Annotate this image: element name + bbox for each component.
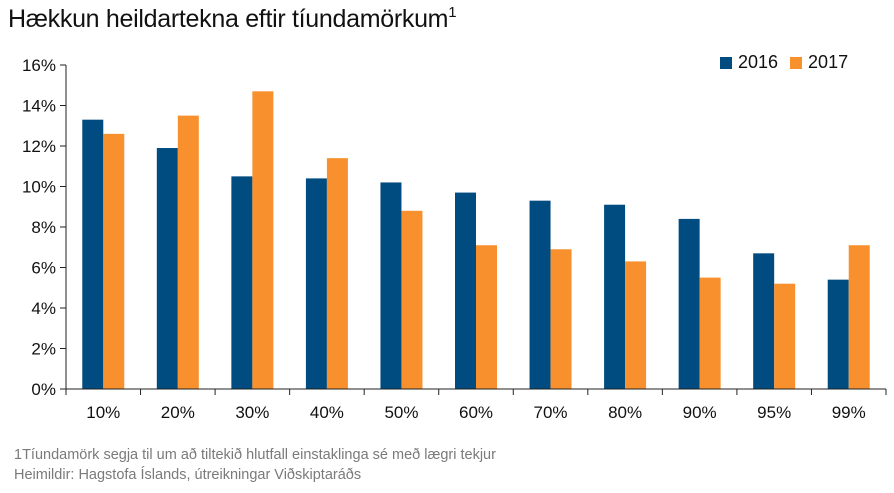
bar-2016-70pct xyxy=(529,200,551,389)
bar-2017-10pct xyxy=(103,133,125,389)
y-tick-label: 12% xyxy=(22,137,56,156)
bar-2017-40pct xyxy=(326,158,348,389)
bar-2016-10pct xyxy=(82,119,104,390)
bar-2016-95pct xyxy=(753,253,775,389)
chart-title-footnote-mark: 1 xyxy=(448,4,457,21)
bar-2016-99pct xyxy=(827,279,849,389)
chart-title-text: Hækkun heildartekna eftir tíundamörkum xyxy=(8,5,449,33)
legend-label-2016: 2016 xyxy=(738,52,779,72)
bar-2017-60pct xyxy=(476,245,497,389)
bar-2017-95pct xyxy=(774,283,796,389)
y-tick-label: 8% xyxy=(31,218,56,237)
bar-2016-80pct xyxy=(604,204,626,389)
bar-2017-70pct xyxy=(550,249,572,389)
y-tick-label: 4% xyxy=(31,299,56,318)
y-tick-label: 10% xyxy=(22,178,56,197)
x-tick-label: 40% xyxy=(310,403,344,422)
footnote-source: Heimildir: Hagstofa Íslands, útreikninga… xyxy=(14,467,362,483)
x-tick-label: 50% xyxy=(384,403,418,422)
y-tick-label: 14% xyxy=(22,97,56,116)
bar-2017-90pct xyxy=(699,277,721,389)
bar-2017-99pct xyxy=(848,245,870,389)
bar-2016-20pct xyxy=(156,148,178,389)
x-tick-label: 90% xyxy=(683,403,717,422)
legend-item-2017: 2017 xyxy=(790,52,848,73)
legend-swatch-2016 xyxy=(720,56,732,69)
chart-title: Hækkun heildartekna eftir tíundamörkum1 xyxy=(8,4,457,34)
x-tick-label: 20% xyxy=(161,403,195,422)
x-tick-label: 99% xyxy=(832,403,866,422)
bar-2016-60pct xyxy=(455,192,476,389)
y-tick-label: 6% xyxy=(31,259,56,278)
x-tick-label: 95% xyxy=(757,403,791,422)
y-tick-label: 2% xyxy=(31,340,56,359)
x-tick-label: 80% xyxy=(608,403,642,422)
bar-2017-50pct xyxy=(401,210,423,389)
bar-2016-40pct xyxy=(305,178,327,389)
x-tick-label: 70% xyxy=(534,403,568,422)
bar-2016-50pct xyxy=(380,182,402,389)
legend-item-2016: 2016 xyxy=(720,52,778,73)
legend-swatch-2017 xyxy=(790,56,803,69)
bar-2016-90pct xyxy=(678,218,700,389)
x-tick-label: 60% xyxy=(459,403,493,422)
legend-label-2017: 2017 xyxy=(808,52,849,72)
bar-2017-80pct xyxy=(625,261,647,389)
x-tick-label: 30% xyxy=(235,403,269,422)
y-tick-label: 16% xyxy=(22,56,56,75)
bar-2017-30pct xyxy=(252,91,274,389)
y-tick-label: 0% xyxy=(31,380,56,399)
bar-2016-30pct xyxy=(231,176,253,389)
chart-legend: 2016 2017 xyxy=(720,52,860,73)
bar-2017-20pct xyxy=(177,115,199,389)
footnote-definition: 1Tíundamörk segja til um að tiltekið hlu… xyxy=(14,447,496,463)
x-tick-label: 10% xyxy=(86,403,120,422)
